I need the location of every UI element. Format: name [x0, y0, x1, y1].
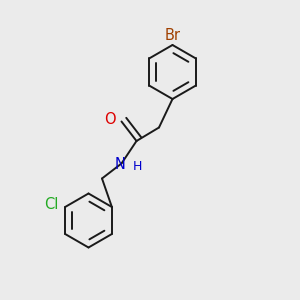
- Text: Br: Br: [164, 28, 181, 43]
- Text: H: H: [133, 160, 142, 173]
- Text: N: N: [115, 157, 125, 172]
- Text: Cl: Cl: [44, 197, 58, 212]
- Text: O: O: [104, 112, 116, 128]
